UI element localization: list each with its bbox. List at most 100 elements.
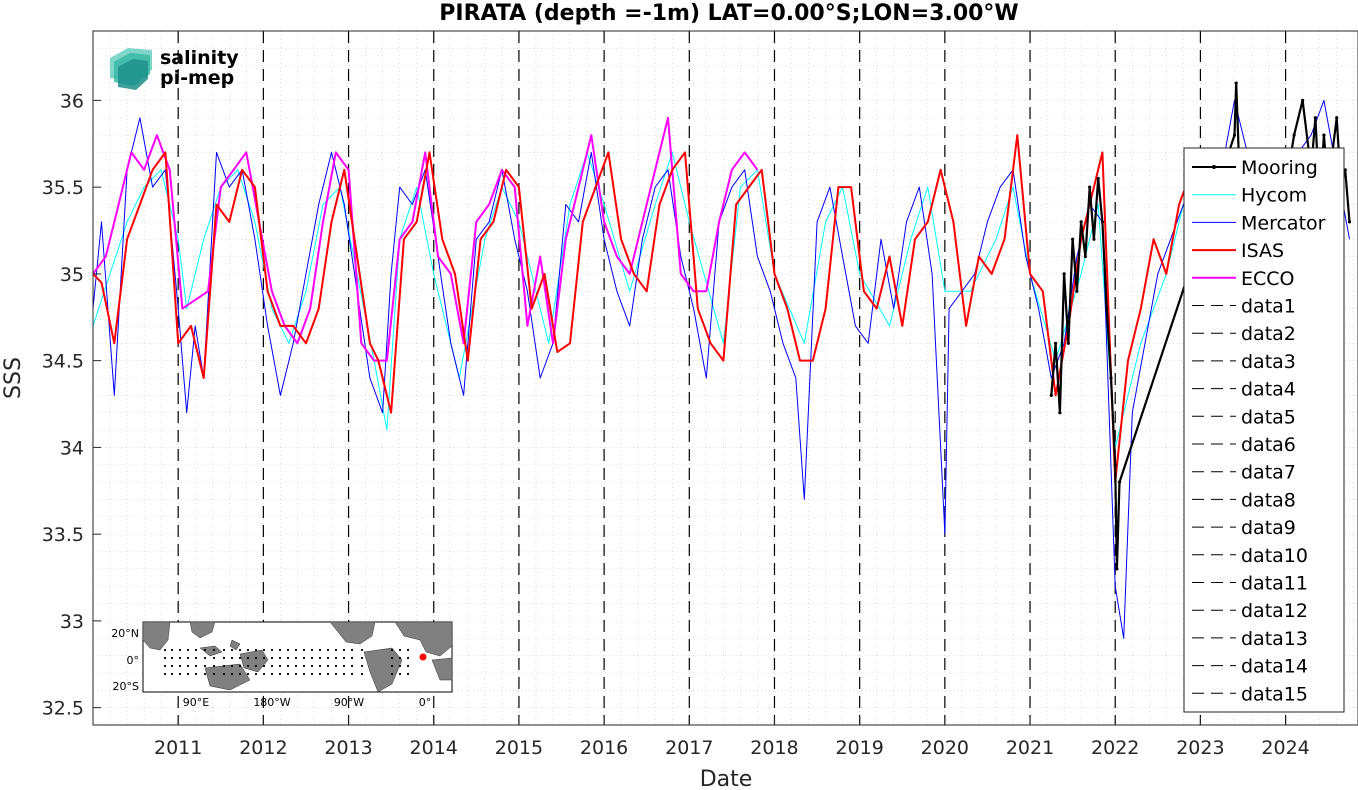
series-point-mooring: [1347, 220, 1352, 224]
legend-item-data1: data1: [1192, 296, 1296, 318]
map-lon-label: 180°W: [253, 696, 290, 709]
series-line-hycom: [92, 151, 1227, 448]
array-dot: [222, 664, 226, 668]
legend-label: data8: [1241, 489, 1296, 511]
array-dot: [310, 656, 314, 660]
plot-area: [92, 30, 1358, 726]
legend-label: data3: [1241, 351, 1296, 373]
series-point-mooring: [1075, 289, 1079, 293]
x-tick-label: 2023: [1176, 737, 1224, 759]
legend-label: data15: [1241, 683, 1308, 705]
array-dot: [230, 664, 234, 668]
x-tick-label: 2018: [750, 737, 798, 759]
array-dot: [360, 672, 364, 676]
logo-mark-icon: [110, 48, 152, 90]
array-dot: [170, 664, 174, 668]
array-dot: [334, 656, 338, 660]
array-dot: [194, 656, 198, 660]
array-dot: [326, 656, 330, 660]
array-dot: [406, 656, 410, 660]
logo-line2: pi-mep: [160, 67, 234, 89]
array-dot: [310, 664, 314, 668]
array-dot: [278, 656, 282, 660]
array-dot: [222, 672, 226, 676]
array-dot: [390, 648, 394, 652]
legend-label: data11: [1241, 573, 1308, 595]
map-lat-label: 20°S: [113, 680, 139, 693]
array-dot: [170, 648, 174, 652]
y-tick-label: 34.5: [42, 351, 84, 373]
array-dot: [262, 656, 266, 660]
y-axis-ticks: 32.5 33 33.5 34 34.5 35 35.5 36: [42, 90, 101, 720]
array-dot: [326, 664, 330, 668]
series-point-mooring: [1058, 411, 1062, 415]
legend-item-isas: ISAS: [1192, 240, 1284, 262]
array-dot: [262, 648, 266, 652]
array-dot: [170, 672, 174, 676]
array-dot: [350, 664, 354, 668]
legend-item-ecco: ECCO: [1192, 268, 1295, 290]
array-dot: [230, 648, 234, 652]
array-dot: [178, 648, 182, 652]
legend-label: data9: [1241, 517, 1296, 539]
array-dot: [194, 672, 198, 676]
series-point-mooring: [1117, 480, 1122, 484]
array-dot: [163, 672, 167, 676]
array-dot: [398, 648, 402, 652]
array-dot: [302, 664, 306, 668]
array-dot: [318, 648, 322, 652]
series-point-mooring: [1053, 341, 1058, 345]
array-dot: [222, 656, 226, 660]
y-tick-label: 34: [60, 437, 84, 459]
array-dot: [302, 672, 306, 676]
x-tick-label: 2011: [154, 737, 202, 759]
array-dot: [294, 656, 298, 660]
array-dot: [178, 656, 182, 660]
series-point-mooring: [1232, 133, 1237, 137]
series-point-mooring: [1234, 81, 1238, 85]
array-dot: [186, 672, 190, 676]
array-dot: [222, 648, 226, 652]
array-dot: [286, 648, 290, 652]
array-dot: [342, 656, 346, 660]
array-dot: [238, 664, 242, 668]
array-dot: [398, 656, 402, 660]
array-dot: [254, 664, 258, 668]
legend-item-data3: data3: [1192, 351, 1296, 373]
legend-label: Mooring: [1241, 157, 1318, 179]
map-lon-label: 0°: [419, 696, 432, 709]
series-line-ecco: [92, 116, 759, 362]
legend-item-data10: data10: [1192, 545, 1308, 567]
array-dot: [360, 664, 364, 668]
x-tick-label: 2020: [921, 737, 969, 759]
array-dot: [342, 648, 346, 652]
array-dot: [238, 656, 242, 660]
legend-item-mercator: Mercator: [1192, 212, 1326, 234]
x-tick-label: 2015: [495, 737, 543, 759]
legend-item-data14: data14: [1192, 656, 1308, 678]
array-dot: [212, 656, 216, 660]
array-dot: [262, 664, 266, 668]
array-dot: [163, 656, 167, 660]
series-point-mooring: [1292, 133, 1296, 137]
location-inset-map: 20°N 0° 20°S 90°E 180°W 90°W 0°: [111, 621, 453, 709]
legend-item-data9: data9: [1192, 517, 1296, 539]
legend-item-hycom: Hycom: [1192, 185, 1307, 207]
legend-label: data7: [1241, 462, 1296, 484]
x-tick-label: 2022: [1091, 737, 1139, 759]
series-point-mooring: [1062, 272, 1066, 276]
array-dot: [186, 664, 190, 668]
array-dot: [254, 648, 258, 652]
series-point-mooring: [1313, 116, 1318, 120]
array-dot: [230, 672, 234, 676]
array-dot: [278, 664, 282, 668]
series-point-mooring: [1105, 307, 1109, 311]
chart-legend: Mooring Hycom Mercator ISAS ECCO data1 data2 da…: [1183, 147, 1345, 713]
x-tick-label: 2014: [410, 737, 458, 759]
chart-title: PIRATA (depth =-1m) LAT=0.00°S;LON=3.00°…: [439, 1, 1018, 26]
series-point-mooring: [1096, 176, 1100, 181]
array-dot: [406, 648, 410, 652]
y-tick-label: 35.5: [42, 177, 84, 199]
mooring-array-dots: [163, 648, 410, 676]
